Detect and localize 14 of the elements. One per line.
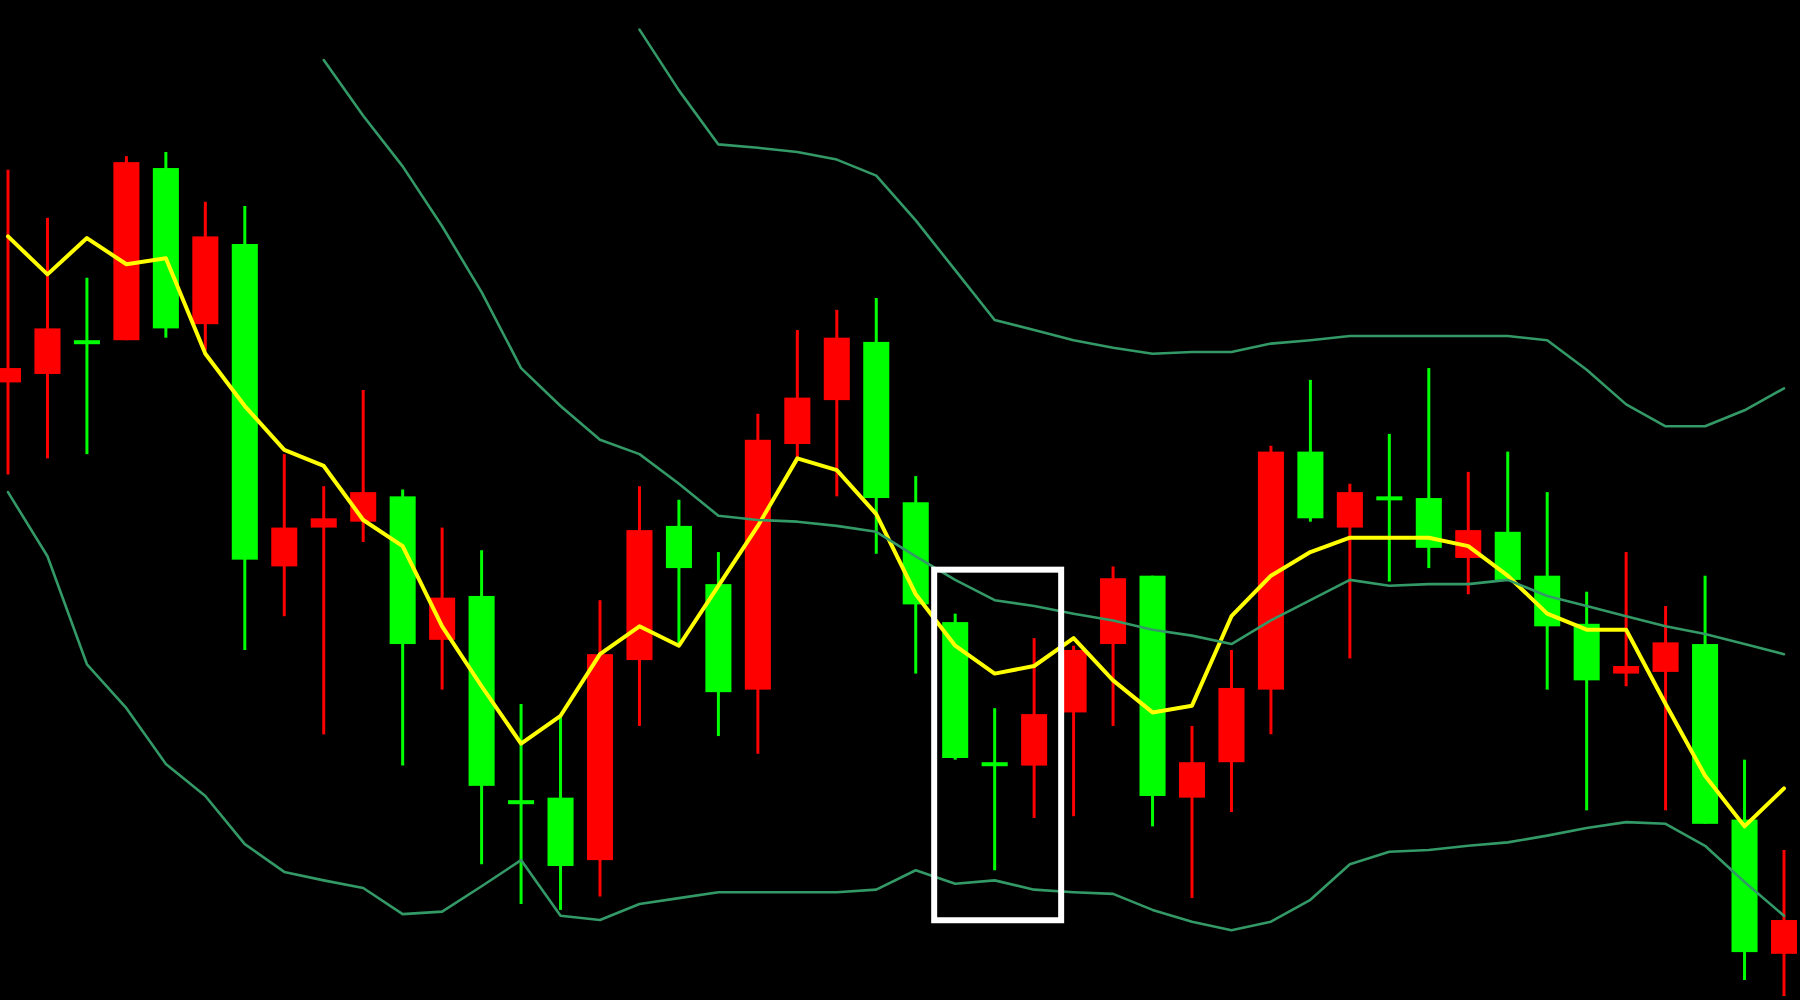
- candlestick: [784, 328, 811, 460]
- candlestick: [1336, 482, 1363, 660]
- candlestick: [1613, 550, 1640, 688]
- candlestick: [981, 706, 1008, 872]
- candlestick: [508, 702, 535, 906]
- candlestick: [310, 484, 337, 736]
- candlestick: [73, 276, 100, 456]
- candlestick: [34, 216, 61, 460]
- candlestick: [1376, 432, 1403, 584]
- candlestick: [1178, 724, 1206, 900]
- candlestick: [1770, 848, 1798, 998]
- candlestick: [1652, 604, 1679, 812]
- candlestick: [665, 498, 692, 646]
- candlestick: [271, 452, 298, 618]
